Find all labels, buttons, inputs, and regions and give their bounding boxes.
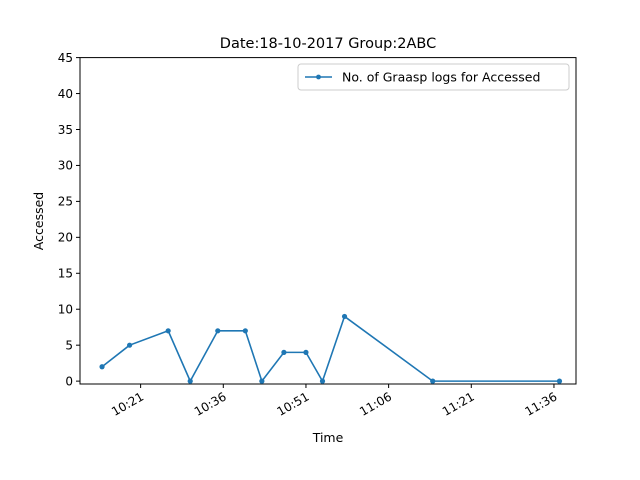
y-tick-label: 5 (65, 338, 73, 352)
legend-marker-sample (316, 74, 321, 80)
data-point (556, 378, 563, 384)
data-point (242, 328, 248, 334)
series-line-accessed (101, 315, 560, 384)
y-tick-label: 35 (58, 123, 73, 137)
data-point (187, 378, 193, 384)
y-tick-label: 30 (58, 159, 73, 173)
data-point (215, 328, 221, 334)
data-point (259, 378, 265, 384)
legend: No. of Graasp logs for Accessed (297, 63, 570, 91)
data-point (127, 342, 133, 348)
y-tick-label: 20 (58, 231, 73, 245)
x-tick-label: 10:36 (192, 389, 229, 418)
y-tick-label: 25 (58, 195, 73, 209)
series-points-accessed (99, 313, 563, 384)
data-point (319, 378, 326, 384)
y-tick-label: 45 (58, 51, 73, 65)
x-tick-label: 11:06 (357, 389, 394, 418)
x-tick-label: 11:36 (522, 389, 559, 418)
plot-area-frame (79, 57, 577, 385)
legend-entry-accessed: No. of Graasp logs for Accessed (342, 70, 540, 85)
y-tick-label: 10 (58, 303, 73, 317)
data-point (341, 313, 348, 320)
y-axis-label: Accessed (31, 192, 46, 250)
series-accessed (99, 313, 563, 384)
legend-box (297, 63, 570, 91)
data-point (165, 328, 171, 334)
data-point (281, 349, 287, 355)
y-tick-label: 15 (58, 267, 73, 281)
data-point (430, 378, 436, 384)
x-axis-label: Time (312, 430, 344, 445)
x-tick-label: 11:21 (440, 389, 477, 418)
x-tick-label: 10:51 (274, 389, 311, 418)
y-tick-label: 40 (58, 87, 73, 101)
x-tick-label: 10:21 (109, 389, 146, 418)
data-point (99, 364, 105, 370)
chart-title: Date:18-10-2017 Group:2ABC (220, 36, 436, 52)
x-axis-ticks: 10:21 10:36 10:51 11:06 11:21 11:36 (109, 384, 559, 419)
data-point (303, 349, 309, 355)
y-axis-ticks: 0 5 10 15 20 25 30 35 40 45 (58, 51, 80, 388)
y-tick-label: 0 (65, 374, 73, 388)
